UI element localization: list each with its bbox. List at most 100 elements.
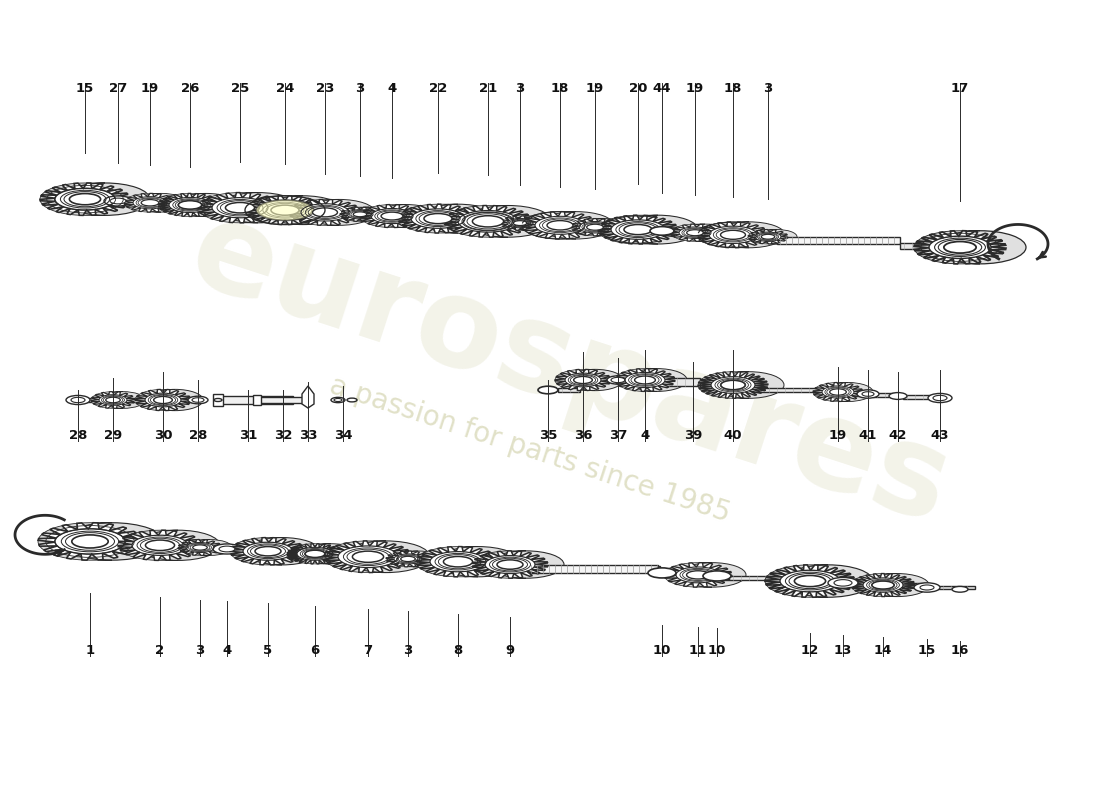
Ellipse shape (920, 585, 934, 590)
Ellipse shape (110, 198, 126, 204)
Polygon shape (472, 551, 548, 578)
Polygon shape (500, 216, 540, 230)
Ellipse shape (761, 234, 774, 239)
Polygon shape (697, 222, 749, 248)
Text: 37: 37 (608, 429, 627, 442)
Ellipse shape (154, 397, 173, 403)
Ellipse shape (757, 230, 798, 244)
Text: 3: 3 (196, 644, 205, 657)
Ellipse shape (418, 204, 498, 233)
Text: 35: 35 (539, 429, 558, 442)
Bar (386, 554, 408, 560)
Polygon shape (124, 194, 161, 212)
Text: 19: 19 (141, 82, 160, 95)
Ellipse shape (443, 557, 473, 567)
Bar (235, 546, 268, 551)
Ellipse shape (331, 398, 345, 402)
Bar (302, 207, 324, 214)
Text: 28: 28 (69, 429, 87, 442)
Bar (175, 398, 195, 402)
Ellipse shape (101, 392, 145, 408)
Bar (526, 562, 528, 568)
Bar (258, 205, 285, 211)
Bar (258, 397, 303, 403)
Polygon shape (813, 382, 848, 402)
Polygon shape (178, 539, 222, 555)
Ellipse shape (312, 208, 338, 217)
Polygon shape (360, 205, 424, 227)
Polygon shape (556, 370, 595, 390)
Ellipse shape (135, 194, 187, 212)
Polygon shape (39, 522, 112, 560)
Ellipse shape (342, 541, 430, 573)
Text: 21: 21 (478, 82, 497, 95)
Polygon shape (671, 224, 705, 242)
Polygon shape (571, 218, 619, 236)
Text: 22: 22 (429, 82, 447, 95)
Polygon shape (135, 390, 191, 410)
Bar (903, 395, 938, 398)
Ellipse shape (147, 390, 204, 410)
Bar (528, 565, 658, 573)
Bar (282, 549, 315, 554)
Bar (339, 210, 360, 215)
Bar (331, 551, 368, 557)
Bar (873, 394, 898, 397)
Ellipse shape (862, 392, 874, 396)
Ellipse shape (141, 199, 158, 206)
Text: 31: 31 (239, 429, 257, 442)
Polygon shape (40, 183, 130, 215)
Polygon shape (158, 194, 206, 217)
Polygon shape (571, 218, 605, 236)
Ellipse shape (538, 386, 558, 394)
Ellipse shape (547, 221, 573, 230)
Ellipse shape (635, 376, 656, 384)
Bar (178, 543, 200, 550)
Ellipse shape (213, 544, 241, 554)
Polygon shape (230, 538, 282, 565)
Polygon shape (444, 206, 532, 237)
Polygon shape (245, 196, 324, 225)
Bar (700, 382, 715, 388)
Text: 40: 40 (724, 429, 743, 442)
Ellipse shape (834, 580, 852, 586)
Text: 16: 16 (950, 644, 969, 657)
Text: 7: 7 (363, 644, 373, 657)
Text: 3: 3 (404, 644, 412, 657)
Ellipse shape (610, 378, 625, 382)
Text: 18: 18 (724, 82, 743, 95)
Polygon shape (416, 546, 500, 577)
Ellipse shape (219, 546, 235, 552)
Polygon shape (664, 562, 732, 587)
Polygon shape (444, 206, 508, 237)
Ellipse shape (106, 398, 120, 402)
Polygon shape (340, 207, 379, 222)
Bar (161, 200, 190, 206)
Ellipse shape (192, 545, 207, 550)
Ellipse shape (136, 530, 220, 561)
Polygon shape (158, 194, 222, 217)
Ellipse shape (914, 583, 940, 592)
Ellipse shape (714, 372, 784, 398)
Text: 25: 25 (231, 82, 249, 95)
Polygon shape (118, 530, 178, 561)
Polygon shape (198, 193, 282, 223)
Text: 27: 27 (109, 82, 128, 95)
Text: 8: 8 (453, 644, 463, 657)
Ellipse shape (538, 212, 614, 239)
Bar (206, 202, 240, 208)
Ellipse shape (216, 193, 300, 223)
Polygon shape (302, 386, 313, 408)
Bar (777, 237, 900, 244)
Ellipse shape (509, 216, 549, 230)
Bar (368, 212, 392, 217)
Polygon shape (748, 230, 788, 244)
Ellipse shape (352, 551, 384, 562)
Ellipse shape (145, 540, 175, 550)
Ellipse shape (934, 230, 1026, 264)
Text: 30: 30 (154, 429, 173, 442)
Polygon shape (398, 204, 458, 233)
Text: 43: 43 (931, 429, 949, 442)
Ellipse shape (263, 196, 343, 225)
Ellipse shape (681, 224, 729, 242)
